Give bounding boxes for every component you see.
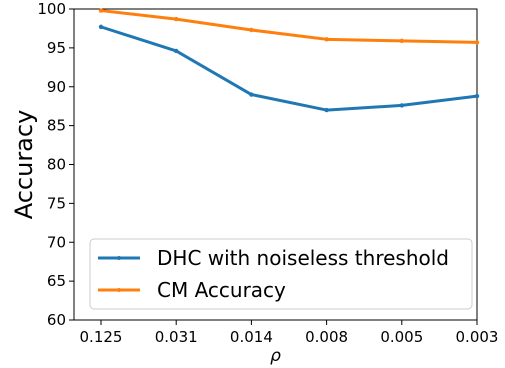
x-tick-label: 0.003 <box>456 328 499 346</box>
data-point <box>174 16 179 22</box>
data-point <box>474 40 480 45</box>
legend-label-dhc: DHC with noiseless threshold <box>157 246 449 270</box>
y-tick-label: 95 <box>47 39 66 57</box>
data-point <box>324 37 329 42</box>
data-point <box>98 8 104 13</box>
x-tick-label: 0.008 <box>305 328 348 346</box>
series-line-1 <box>100 9 478 44</box>
x-axis-label: ρ <box>270 346 281 366</box>
legend: DHC with noiseless threshold CM Accuracy <box>89 238 473 310</box>
y-tick-label: 100 <box>37 0 66 18</box>
data-point <box>174 48 179 54</box>
y-tick-label: 90 <box>47 78 66 96</box>
x-tick-label: 0.031 <box>155 328 198 346</box>
data-point <box>249 92 254 97</box>
legend-marker-cm <box>117 288 121 292</box>
series-line-0 <box>100 25 478 112</box>
data-point <box>249 27 254 33</box>
y-axis-label: Accuracy <box>10 110 38 220</box>
y-tick-label: 75 <box>47 194 66 212</box>
data-point <box>399 103 404 108</box>
x-tick-label: 0.125 <box>80 328 123 346</box>
data-point <box>474 93 480 99</box>
x-axis-ticks: 0.125 0.031 0.014 0.008 0.005 0.003 <box>80 320 499 346</box>
x-tick-label: 0.005 <box>380 328 423 346</box>
legend-label-cm: CM Accuracy <box>157 278 286 302</box>
legend-marker-dhc <box>117 256 121 260</box>
data-point <box>98 24 104 30</box>
series-layer <box>98 8 480 113</box>
x-tick-label: 0.014 <box>230 328 273 346</box>
y-tick-label: 65 <box>47 272 66 290</box>
data-point <box>399 38 404 44</box>
y-tick-label: 60 <box>47 311 66 329</box>
y-tick-label: 70 <box>47 233 66 251</box>
y-tick-label: 85 <box>47 117 66 135</box>
y-axis-ticks: 60 65 70 75 80 85 90 95 100 <box>37 0 74 329</box>
legend-box <box>89 238 473 310</box>
y-tick-label: 80 <box>47 156 66 174</box>
data-point <box>324 107 329 113</box>
